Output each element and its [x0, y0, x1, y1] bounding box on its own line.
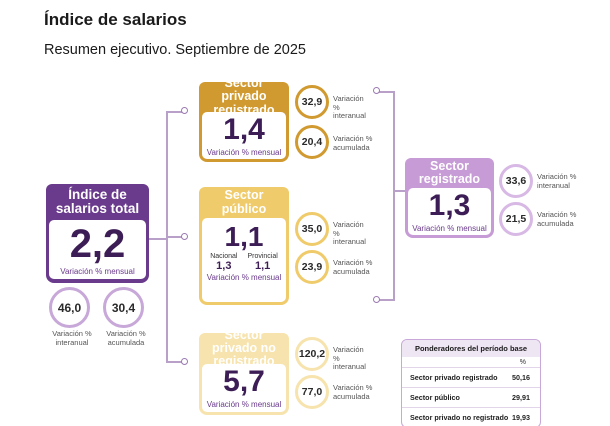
private-unregistered-accumulated-circle: 77,0 [295, 375, 329, 409]
connector-dot [181, 107, 188, 114]
connector-line [379, 299, 393, 301]
weights-table-row: Sector privado no registrado 19,93 [402, 407, 540, 426]
weights-table-unit: % [519, 359, 526, 366]
total-index-card: Índice de salarios total 2,2 Variación %… [46, 184, 149, 283]
connector-dot [373, 296, 380, 303]
private-unregistered-body: 5,7 Variación % mensual [202, 364, 286, 412]
private-registered-title: Sector privado registrado [199, 77, 289, 116]
total-index-body: 2,2 Variación % mensual [49, 220, 146, 279]
connector-line [379, 91, 393, 93]
total-index-caption: Variación % mensual [60, 266, 135, 276]
public-sector-caption: Variación % mensual [206, 273, 282, 282]
connector-line [166, 236, 184, 238]
connector-line [166, 111, 184, 113]
public-interannual-label: Variación % interanual [333, 220, 366, 247]
connector-dot [181, 358, 188, 365]
private-registered-interannual-circle: 32,9 [295, 85, 329, 119]
public-national-value: 1,3 [216, 260, 232, 272]
connector-line [148, 238, 166, 240]
connector-dot [181, 233, 188, 240]
weights-row-label: Sector privado no registrado [410, 413, 509, 422]
weights-table-title: Ponderadores del período base [402, 340, 540, 357]
registered-interannual-circle: 33,6 [499, 164, 533, 198]
private-registered-accumulated-label: Variación % acumulada [333, 134, 373, 152]
public-sector-breakdown: Nacional 1,3 Provincial 1,1 [210, 253, 278, 272]
connector-line [393, 190, 405, 192]
weights-row-label: Sector público [410, 393, 460, 402]
page-title: Índice de salarios [44, 10, 187, 29]
weights-row-value: 50,16 [512, 373, 530, 382]
total-interannual-circle: 46,0 [49, 287, 90, 328]
private-registered-value: 1,4 [223, 112, 265, 146]
public-provincial-value: 1,1 [254, 260, 271, 272]
public-sector-value: 1,1 [224, 221, 264, 252]
total-index-title: Índice de salarios total [46, 184, 149, 220]
registered-accumulated-label: Variación % acumulada [537, 210, 577, 228]
weights-table: Ponderadores del período base % Sector p… [401, 339, 541, 426]
total-accumulated-circle: 30,4 [103, 287, 144, 328]
weights-row-label: Sector privado registrado [410, 373, 498, 382]
registered-interannual-label: Variación % interanual [537, 172, 577, 190]
weights-row-value: 29,91 [512, 393, 530, 402]
private-unregistered-caption: Variación % mensual [206, 400, 282, 409]
public-accumulated-circle: 23,9 [295, 250, 329, 284]
public-sector-title: Sector público [199, 187, 289, 218]
private-unregistered-accumulated-label: Variación % acumulada [333, 383, 373, 401]
public-provincial-label: Provincial [247, 253, 278, 260]
private-registered-accumulated-circle: 20,4 [295, 125, 329, 159]
connector-dot [373, 87, 380, 94]
registered-accumulated-circle: 21,5 [499, 202, 533, 236]
private-unregistered-title: Sector privado no registrado [199, 328, 289, 368]
private-registered-body: 1,4 Variación % mensual [202, 112, 286, 159]
registered-sector-caption: Variación % mensual [412, 223, 487, 233]
total-interannual-label: Variación % interanual [52, 329, 92, 347]
connector-line [166, 361, 184, 363]
total-index-value: 2,2 [69, 221, 126, 266]
private-unregistered-interannual-circle: 120,2 [295, 337, 329, 371]
weights-row-value: 19,93 [512, 413, 530, 422]
public-sector-card: Sector público 1,1 Nacional 1,3 Provinci… [199, 187, 289, 305]
public-accumulated-label: Variación % acumulada [333, 258, 373, 276]
private-registered-interannual-label: Variación % interanual [333, 94, 366, 121]
public-national: Nacional 1,3 [210, 253, 237, 272]
registered-sector-title: Sector registrado [405, 158, 494, 188]
registered-sector-value: 1,3 [428, 188, 471, 222]
private-registered-card: Sector privado registrado 1,4 Variación … [199, 77, 289, 162]
total-accumulated-label: Variación % acumulada [106, 329, 146, 347]
private-unregistered-card: Sector privado no registrado 5,7 Variaci… [199, 328, 289, 415]
registered-sector-card: Sector registrado 1,3 Variación % mensua… [405, 158, 494, 238]
private-unregistered-value: 5,7 [223, 365, 265, 398]
connector-line [393, 91, 395, 301]
public-sector-body: 1,1 Nacional 1,3 Provincial 1,1 Variació… [202, 218, 286, 302]
private-registered-caption: Variación % mensual [206, 147, 282, 157]
weights-table-row: Sector público 29,91 [402, 387, 540, 407]
public-provincial: Provincial 1,1 [247, 253, 277, 272]
public-interannual-circle: 35,0 [295, 212, 329, 246]
private-unregistered-interannual-label: Variación % interanual [333, 345, 366, 372]
page-subtitle: Resumen ejecutivo. Septiembre de 2025 [44, 42, 306, 58]
registered-sector-body: 1,3 Variación % mensual [408, 188, 491, 235]
public-national-label: Nacional [210, 253, 238, 260]
weights-table-row: Sector privado registrado 50,16 [402, 367, 540, 387]
